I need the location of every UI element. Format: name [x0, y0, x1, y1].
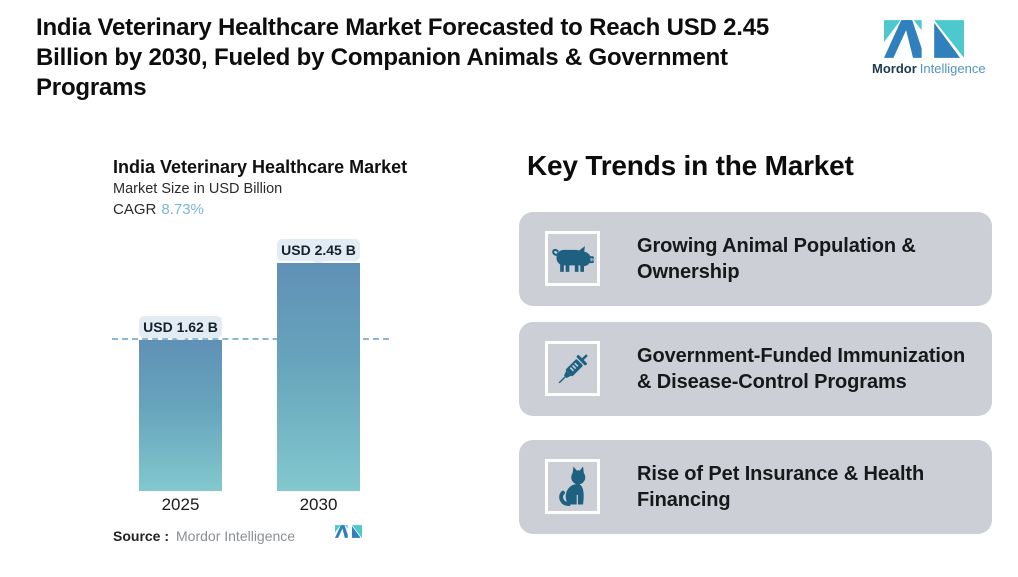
syringe-icon — [558, 353, 588, 383]
page-title-line-2: Billion by 2030, Fueled by Companion Ani… — [36, 44, 728, 71]
page-title: India Veterinary Healthcare Market Forec… — [36, 13, 856, 103]
source-value: Mordor Intelligence — [176, 528, 296, 544]
brand-name-light: Intelligence — [919, 61, 986, 76]
page-title-line-1: India Veterinary Healthcare Market Forec… — [36, 14, 770, 41]
trend-text: Rise of Pet Insurance & Health Financing — [637, 463, 925, 511]
trend-text: Government-Funded Immunization & Disease… — [637, 345, 966, 393]
bar-value-label-2025: USD 1.62 B — [139, 316, 222, 343]
trend-icon-box — [545, 341, 600, 396]
bar-2025 — [139, 340, 222, 491]
reference-dashed-line — [112, 338, 389, 340]
cagr-label: CAGR — [113, 201, 157, 218]
cagr-value: 8.73% — [161, 201, 204, 218]
mordor-logo-mini-icon — [335, 525, 362, 538]
brand-logo: Mordor Intelligence — [872, 20, 986, 76]
trend-card-animal-population: Growing Animal Population & Ownership — [519, 212, 992, 306]
trend-icon-box — [545, 459, 600, 514]
chart-title: India Veterinary Healthcare Market — [113, 157, 408, 177]
x-axis-label-2030: 2030 — [299, 495, 338, 514]
chart-source: Source : Mordor Intelligence — [113, 528, 295, 544]
pig-icon — [551, 245, 594, 272]
chart-subtitle: Market Size in USD Billion — [113, 181, 283, 197]
trend-text: Growing Animal Population & Ownership — [637, 235, 916, 283]
bar-2030 — [277, 263, 360, 491]
cat-icon — [558, 465, 585, 506]
trends-heading: Key Trends in the Market — [527, 150, 854, 181]
source-label: Source : — [113, 528, 170, 544]
bar-value-label-2030: USD 2.45 B — [277, 239, 360, 266]
page-title-line-3: Programs — [36, 74, 147, 101]
brand-wordmark: Mordor Intelligence — [872, 61, 986, 76]
mordor-logo-icon — [884, 20, 964, 58]
trend-card-immunization-programs: Government-Funded Immunization & Disease… — [519, 322, 992, 416]
chart-cagr: CAGR 8.73% — [113, 201, 204, 218]
trend-icon-box — [545, 231, 600, 286]
x-axis-label-2025: 2025 — [161, 495, 200, 514]
brand-name-bold: Mordor — [872, 61, 917, 76]
trend-card-pet-insurance: Rise of Pet Insurance & Health Financing — [519, 440, 992, 534]
